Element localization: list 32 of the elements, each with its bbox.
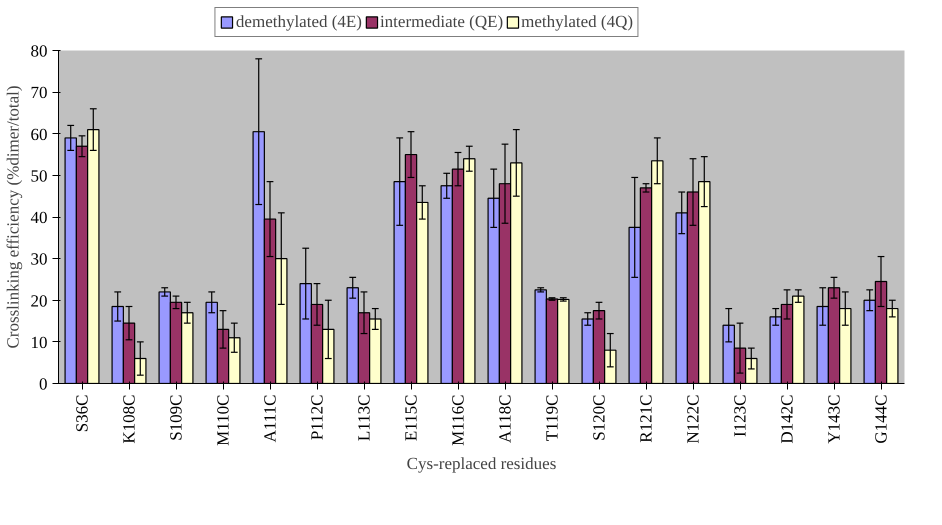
x-axis-title: Cys-replaced residues — [406, 454, 556, 473]
x-tick-label: A111C — [260, 394, 280, 442]
x-tick-label: A118C — [496, 394, 514, 443]
x-tick-label: M110C — [214, 394, 232, 446]
x-tick-label: D142C — [778, 394, 796, 444]
y-axis-title: Crosslinking efficiency (%dimer/total) — [4, 85, 22, 349]
x-tick-label: L113C — [354, 394, 374, 442]
x-tick-label: S109C — [166, 394, 186, 441]
y-tick-label: 0 — [39, 374, 48, 394]
x-tick-label: T119C — [542, 394, 562, 442]
legend-label: intermediate (QE) — [380, 12, 504, 32]
x-tick-label: P112C — [308, 394, 326, 440]
x-tick-label: R121C — [636, 394, 656, 443]
x-tick-label: N122C — [684, 394, 702, 444]
x-tick-label: S36C — [72, 394, 92, 432]
y-tick-label: 30 — [30, 250, 48, 269]
y-tick-label: 40 — [30, 208, 48, 227]
y-tick-label: 60 — [30, 124, 48, 144]
y-tick-label: 50 — [30, 166, 48, 186]
x-tick-label: G144C — [872, 394, 890, 444]
x-tick-label: S120C — [590, 394, 608, 441]
y-tick-label: 70 — [30, 83, 48, 102]
legend-label: demethylated (4E) — [236, 12, 362, 32]
x-tick-label: I123C — [730, 394, 750, 437]
x-tick-label: K108C — [120, 394, 138, 444]
x-tick-label: E115C — [402, 394, 420, 442]
x-tick-label: Y143C — [824, 394, 844, 444]
x-tick-label: M116C — [448, 394, 468, 446]
y-tick-label: 20 — [30, 291, 48, 310]
legend-label: methylated (4Q) — [521, 12, 634, 32]
y-tick-label: 10 — [30, 332, 48, 352]
y-tick-label: 80 — [30, 42, 48, 60]
